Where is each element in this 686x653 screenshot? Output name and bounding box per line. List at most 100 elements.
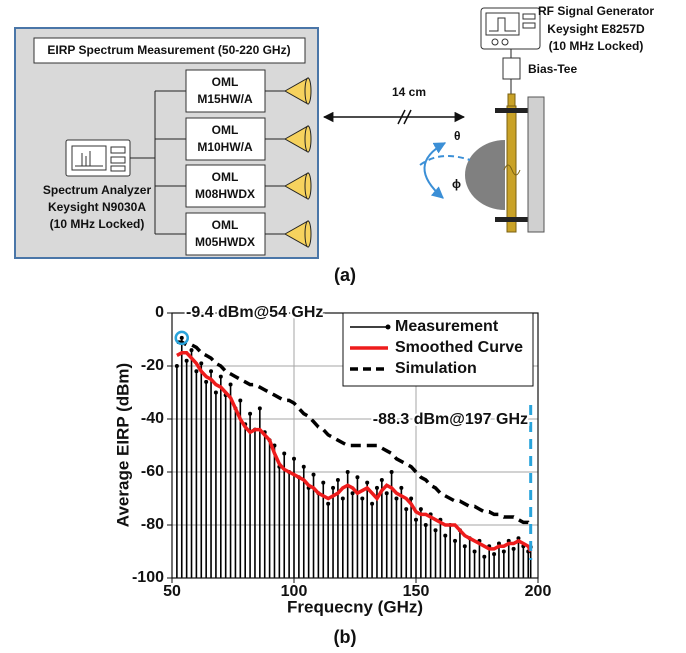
- stem-dot: [204, 379, 209, 384]
- y-tick-label: -80: [141, 516, 164, 533]
- legend-label: Smoothed Curve: [395, 339, 523, 356]
- stem-dot: [482, 554, 487, 559]
- stem-dot: [174, 364, 179, 368]
- generator-label: Keysight E8257D: [547, 22, 645, 36]
- legend-swatch-dot: [385, 324, 391, 330]
- stem-dot: [228, 382, 233, 387]
- stem-dot: [301, 464, 306, 469]
- title-box: [33, 37, 306, 64]
- y-tick-label: -100: [132, 569, 164, 586]
- stem-dot: [199, 361, 204, 366]
- stem-dot: [184, 358, 189, 363]
- rotation-arrows: [419, 142, 471, 199]
- diagram-title: EIRP Spectrum Measurement (50-220 GHz): [47, 43, 290, 57]
- stem-dot: [492, 552, 497, 557]
- bias-tee-label: Bias-Tee: [528, 62, 577, 76]
- analyzer-label: (10 MHz Locked): [50, 217, 145, 231]
- oml-label: OML: [212, 75, 239, 89]
- diagram: EIRP Spectrum Measurement (50-220 GHz) S…: [14, 4, 654, 259]
- x-tick-label: 200: [525, 583, 552, 600]
- x-tick-label: 100: [281, 583, 308, 600]
- stem-dot: [345, 470, 350, 474]
- y-tick-label: 0: [155, 304, 164, 321]
- signal-generator-icon: [480, 7, 541, 50]
- stem-dot: [399, 485, 404, 490]
- stem-dot: [414, 517, 418, 522]
- oml-label: M15HW/A: [197, 92, 253, 106]
- stem-dot: [462, 544, 467, 549]
- spectrum-analyzer-icon: [65, 139, 131, 177]
- stem-dot: [335, 477, 340, 482]
- stem-dot: [321, 480, 326, 485]
- stem-dot: [248, 411, 253, 416]
- stem-dot: [389, 470, 394, 474]
- stem-dot: [257, 406, 262, 411]
- oml-label: OML: [212, 123, 239, 137]
- distance-label: 14 cm: [392, 85, 426, 99]
- stem-dot: [423, 523, 428, 527]
- x-tick-label: 150: [403, 583, 430, 600]
- stem-dot: [374, 485, 379, 490]
- chart: Average EIRP (dBm) Frequecny (GHz) 0 -20 -…: [113, 302, 552, 616]
- stem-dot: [379, 477, 384, 482]
- stem-dot: [282, 451, 287, 456]
- stem-dot: [433, 528, 438, 533]
- break-mark: [397, 109, 412, 125]
- stem-dot: [292, 456, 296, 461]
- legend-label: Measurement: [395, 318, 499, 335]
- stem-dot: [384, 491, 389, 496]
- oml-label: M08HWDX: [195, 187, 255, 201]
- stem-dot: [355, 475, 360, 480]
- stem-dot: [340, 496, 345, 501]
- stem-dot: [189, 348, 194, 353]
- series-line: [176, 340, 532, 527]
- stem-dot: [370, 501, 375, 506]
- stem-dot: [350, 491, 355, 496]
- x-axis-label: Frequecny (GHz): [287, 597, 423, 616]
- connector: [130, 90, 186, 235]
- stem-dot: [360, 496, 365, 501]
- y-tick-label: -20: [141, 357, 164, 374]
- x-tick-label: 50: [163, 583, 181, 600]
- stem-dot: [179, 335, 184, 340]
- stem-dot: [501, 549, 506, 554]
- y-tick-label: -60: [141, 463, 164, 480]
- bias-tee-box: [502, 57, 521, 80]
- generator-label: RF Signal Generator: [538, 4, 654, 18]
- stem-dot: [331, 485, 336, 490]
- oml-label: OML: [212, 218, 239, 232]
- oml-modules: [185, 69, 312, 256]
- oml-label: M10HW/A: [197, 140, 253, 154]
- analyzer-label: Spectrum Analyzer: [43, 183, 152, 197]
- legend-label: Simulation: [395, 360, 477, 377]
- y-axis-label: Average EIRP (dBm): [113, 363, 132, 527]
- annotation: -9.4 dBm@54 GHz: [186, 304, 323, 321]
- stem-dot: [365, 480, 370, 485]
- stem-dot: [453, 538, 458, 543]
- oml-label: M05HWDX: [195, 235, 255, 249]
- annotation: -88.3 dBm@197 GHz: [373, 411, 528, 428]
- stem-dot: [213, 390, 218, 395]
- caption: (b): [334, 627, 357, 647]
- stem-dot: [511, 546, 516, 551]
- series-line: [176, 351, 533, 553]
- stem-dot: [516, 536, 521, 541]
- stem-dot: [472, 549, 477, 554]
- stem-dot: [218, 374, 223, 379]
- antenna-board: [465, 93, 545, 233]
- analyzer-label: Keysight N9030A: [48, 200, 146, 214]
- phi-label: ϕ: [452, 177, 461, 191]
- caption: (a): [334, 265, 356, 285]
- stem-dot: [443, 533, 448, 538]
- peak-marker: [174, 330, 190, 346]
- oml-label: OML: [212, 170, 239, 184]
- theta-label: θ: [454, 129, 461, 143]
- stem-dot: [418, 507, 423, 512]
- stem-dot: [194, 369, 199, 374]
- stem-dot: [409, 496, 414, 501]
- y-tick-label: -40: [141, 410, 164, 427]
- stem-dot: [209, 369, 214, 374]
- stem-dot: [404, 507, 409, 512]
- stem-dot: [311, 472, 316, 477]
